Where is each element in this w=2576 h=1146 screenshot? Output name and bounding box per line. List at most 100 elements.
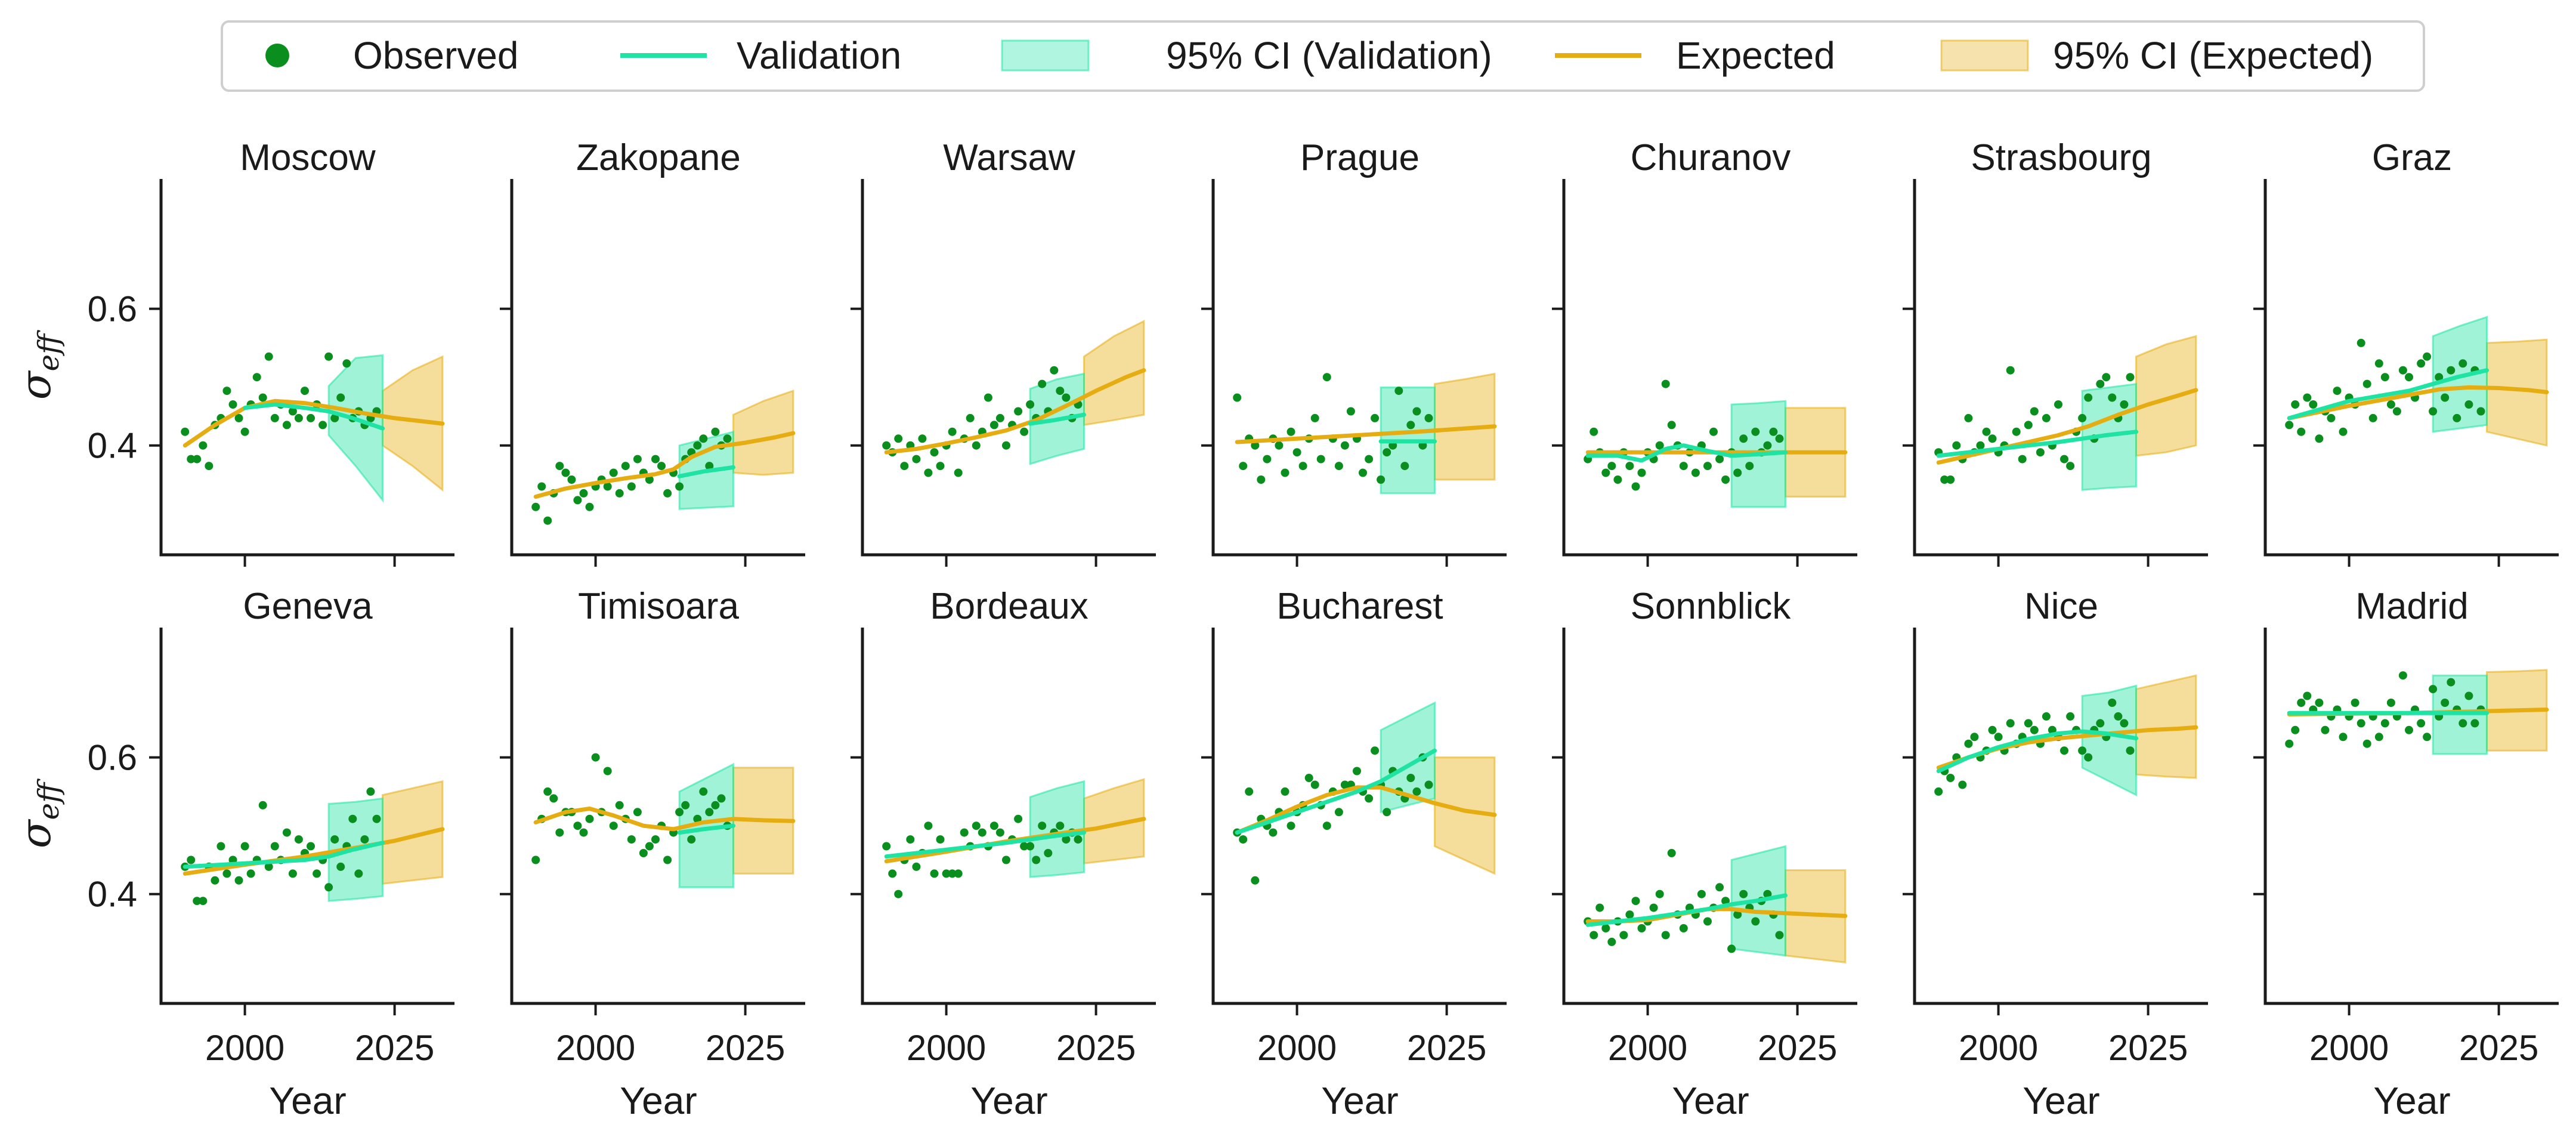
- x-axis-label: Year: [1672, 1079, 1749, 1122]
- observed-point: [1287, 821, 1295, 830]
- observed-point: [1014, 814, 1023, 823]
- observed-point: [1002, 441, 1010, 450]
- validation-line: [677, 823, 735, 835]
- y-axis-label: σeff: [11, 330, 66, 400]
- observed-point: [1751, 427, 1760, 436]
- observed-point: [657, 462, 666, 471]
- axis-spines: [1211, 179, 1507, 557]
- observed-point: [1044, 849, 1053, 857]
- observed-point: [1625, 462, 1634, 471]
- observed-point: [894, 889, 903, 898]
- expected-line: [2287, 385, 2549, 421]
- observed-point: [2024, 421, 2033, 430]
- observed-point: [1655, 441, 1664, 450]
- observed-point: [217, 842, 225, 851]
- observed-point: [1334, 462, 1343, 471]
- observed-point: [2120, 400, 2129, 409]
- observed-point: [543, 787, 552, 796]
- observed-point: [1412, 407, 1421, 416]
- observed-point: [1056, 387, 1065, 396]
- observed-point: [627, 482, 636, 491]
- observed-point: [1298, 462, 1307, 471]
- observed-point: [252, 373, 261, 382]
- observed-point: [2357, 338, 2365, 347]
- observed-point: [1062, 835, 1071, 844]
- panel-title: Warsaw: [943, 137, 1075, 178]
- observed-point: [1281, 468, 1289, 477]
- observed-point: [918, 434, 927, 443]
- observed-point: [894, 434, 903, 443]
- x-axis-label: Year: [1321, 1079, 1398, 1122]
- legend-validation-ci-label: 95% CI (Validation): [1166, 34, 1492, 77]
- observed-point: [1365, 455, 1374, 464]
- observed-point: [585, 502, 594, 511]
- observed-point: [193, 897, 202, 906]
- observed-point: [1014, 407, 1023, 416]
- validation-line: [1028, 412, 1086, 426]
- observed-point: [995, 828, 1004, 837]
- observed-point: [1353, 767, 1361, 776]
- x-tick-label: 2000: [1257, 1028, 1337, 1068]
- observed-point: [2429, 407, 2438, 416]
- observed-point: [555, 828, 564, 837]
- observed-point: [2060, 455, 2068, 464]
- expected-line: [533, 431, 796, 499]
- observed-point: [2096, 379, 2105, 388]
- observed-point: [2447, 678, 2456, 687]
- observed-point: [675, 808, 684, 817]
- legend-validation-ci-swatch: [1001, 39, 1090, 72]
- panel-title: Geneva: [243, 586, 373, 627]
- expected-line: [884, 368, 1146, 455]
- panel-geneva: 0.4 0.6 2000 2025 Geneva Year σeff: [11, 586, 454, 1122]
- panel-nice: 2000 2025 Nice Year: [1903, 586, 2208, 1122]
- observed-point: [1322, 821, 1331, 830]
- validation-line: [1585, 893, 1788, 927]
- observed-point: [1020, 842, 1029, 851]
- observed-point: [336, 393, 345, 402]
- observed-point: [1020, 427, 1029, 436]
- expected-line: [183, 399, 445, 448]
- observed-point: [2084, 753, 2093, 762]
- observed-point: [1239, 835, 1248, 844]
- observed-point: [699, 434, 708, 443]
- observed-point: [693, 441, 702, 450]
- observed-point: [1400, 462, 1409, 471]
- panel-title: Zakopane: [576, 137, 741, 178]
- observed-point: [1251, 441, 1260, 450]
- observed-point: [942, 869, 951, 878]
- validation-line: [1936, 729, 2138, 773]
- panel-title: Moscow: [240, 137, 376, 178]
- observed-point: [1679, 924, 1688, 932]
- observed-point: [1233, 393, 1242, 402]
- observed-point: [1667, 421, 1676, 430]
- observed-point: [936, 462, 945, 471]
- observed-point: [717, 794, 726, 803]
- observed-point: [1946, 475, 1955, 484]
- panel-bordeaux: 2000 2025 Bordeaux Year: [851, 586, 1156, 1122]
- legend-observed-marker: [265, 44, 289, 67]
- panel-title: Nice: [2024, 586, 2098, 627]
- panel-sonnblick: 2000 2025 Sonnblick Year: [1552, 586, 1857, 1122]
- observed-point: [307, 413, 315, 422]
- observed-point: [1625, 910, 1634, 919]
- observed-point: [1751, 917, 1760, 926]
- validation-line: [677, 465, 735, 478]
- observed-point: [989, 421, 998, 430]
- observed-point: [2012, 427, 2021, 436]
- observed-point: [1697, 889, 1706, 898]
- observed-point: [2374, 359, 2383, 368]
- axis-spines: [159, 628, 454, 1005]
- observed-point: [1982, 427, 1991, 436]
- observed-point: [2126, 373, 2135, 382]
- observed-point: [2362, 379, 2371, 388]
- legend-observed-label: Observed: [353, 34, 518, 77]
- observed-point: [2042, 712, 2051, 721]
- observed-point: [1601, 468, 1610, 477]
- x-axis-label: Year: [970, 1079, 1047, 1122]
- observed-point: [2339, 427, 2348, 436]
- observed-point: [307, 842, 315, 851]
- observed-point: [2120, 719, 2129, 728]
- y-axis-label: σeff: [11, 779, 66, 848]
- observed-point: [1406, 421, 1415, 430]
- observed-point: [537, 482, 546, 491]
